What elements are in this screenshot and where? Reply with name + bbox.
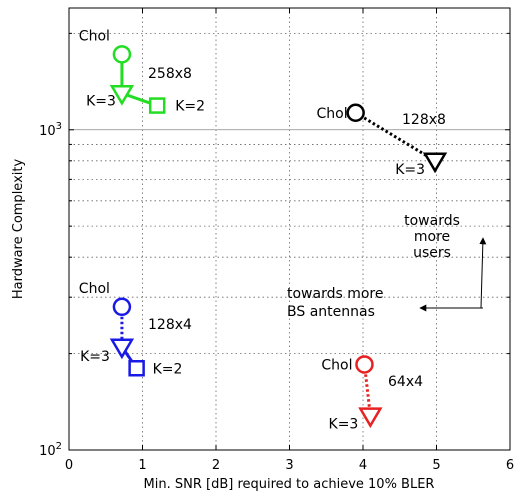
point-label: K=3 xyxy=(329,417,359,433)
x-tick-label: 1 xyxy=(138,458,146,473)
series-label: 128x4 xyxy=(148,317,192,333)
point-label: K=3 xyxy=(80,349,110,365)
annotation-users: towards xyxy=(404,213,460,229)
point-label: Chol xyxy=(79,28,110,44)
users-arrow xyxy=(479,237,487,309)
marker-triangle xyxy=(422,152,448,174)
series-label: 64x4 xyxy=(388,374,423,390)
series-128x4: Chol K=3 K=2 128x4 xyxy=(79,281,192,377)
x-tick-label: 3 xyxy=(285,458,293,473)
annotation-antennas: BS antennas xyxy=(287,304,375,320)
marker-circle xyxy=(355,355,374,374)
x-tick-label: 2 xyxy=(212,458,220,473)
point-label: K=2 xyxy=(153,361,183,377)
marker-triangle xyxy=(358,407,383,429)
annotation-antennas: towards more xyxy=(287,286,384,302)
point-label: Chol xyxy=(79,281,110,297)
x-tick-label: 6 xyxy=(506,458,514,473)
point-label: Chol xyxy=(321,357,352,373)
x-tick-label: 0 xyxy=(65,458,73,473)
y-tick-exponent: 2 xyxy=(56,441,62,452)
series-label: 128x8 xyxy=(402,112,446,128)
marker-circle xyxy=(112,45,132,64)
series-layer: Chol K=3 K=2 258x8 Chol K=3 128x8 Chol K=3 K=2 128… xyxy=(79,28,448,433)
connector-line xyxy=(362,364,372,416)
y-tick-base: 10 xyxy=(39,124,56,139)
marker-circle xyxy=(112,297,132,317)
y-tick-base: 10 xyxy=(39,444,56,459)
point-label: K=3 xyxy=(86,93,116,109)
x-tick-label: 5 xyxy=(432,458,440,473)
x-axis-label: Min. SNR [dB] required to achieve 10% BL… xyxy=(144,477,435,492)
annotation-users: users xyxy=(413,245,451,261)
series-label: 258x8 xyxy=(148,66,192,82)
y-axis-label: Hardware Complexity xyxy=(11,159,26,300)
grid xyxy=(69,8,510,450)
series-64x4: Chol K=3 64x4 xyxy=(321,355,423,433)
x-tick-label: 4 xyxy=(359,458,367,473)
marker-triangle xyxy=(109,338,135,360)
series-128x8: Chol K=3 128x8 xyxy=(317,103,448,178)
marker-triangle xyxy=(109,85,135,106)
point-label: K=3 xyxy=(395,162,425,178)
point-label: Chol xyxy=(317,106,348,122)
series-258x8: Chol K=3 K=2 258x8 xyxy=(79,28,205,114)
annotation-users: more xyxy=(414,229,450,245)
connector-line xyxy=(354,111,436,163)
y-tick-exponent: 3 xyxy=(56,121,62,132)
marker-square xyxy=(148,97,166,114)
y-tick-label: 103 xyxy=(39,121,62,139)
point-label: K=2 xyxy=(175,99,205,115)
marker-circle xyxy=(346,103,365,123)
y-tick-label: 102 xyxy=(39,441,62,459)
marker-square xyxy=(128,360,145,377)
